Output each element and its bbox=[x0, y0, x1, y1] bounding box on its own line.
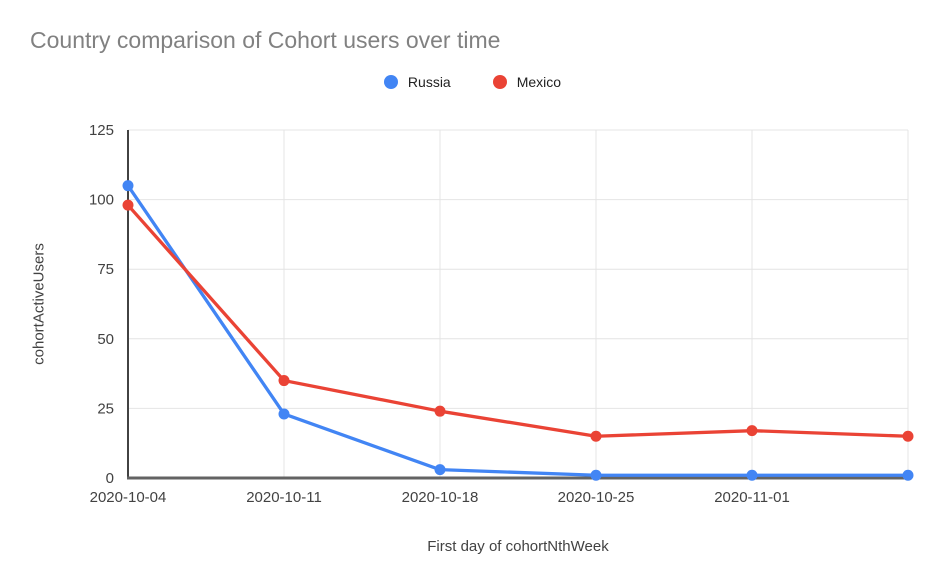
legend-dot-mexico-icon bbox=[492, 75, 507, 89]
x-tick-label: 2020-10-18 bbox=[402, 489, 479, 506]
legend-item-russia[interactable]: Russia bbox=[383, 74, 451, 90]
data-point-mexico[interactable] bbox=[434, 405, 446, 417]
legend-label-mexico: Mexico bbox=[516, 74, 562, 90]
series-line-mexico bbox=[126, 203, 910, 438]
data-point-russia[interactable] bbox=[746, 469, 758, 481]
data-point-russia[interactable] bbox=[434, 464, 446, 476]
chart-legend: Russia Mexico bbox=[0, 74, 945, 90]
x-tick-label: 2020-10-04 bbox=[90, 489, 167, 506]
legend-dot-russia-icon bbox=[383, 75, 398, 89]
chart-title: Country comparison of Cohort users over … bbox=[30, 27, 501, 53]
y-tick-label: 100 bbox=[89, 192, 114, 209]
data-point-russia[interactable] bbox=[278, 408, 290, 420]
x-tick-label: 2020-10-11 bbox=[246, 489, 322, 506]
series-line-russia bbox=[126, 184, 910, 477]
y-tick-label: 75 bbox=[97, 261, 114, 278]
data-point-mexico[interactable] bbox=[278, 375, 290, 387]
y-tick-label: 25 bbox=[97, 400, 114, 417]
data-point-russia[interactable] bbox=[902, 469, 914, 481]
legend-item-mexico[interactable]: Mexico bbox=[492, 74, 562, 90]
y-tick-label: 50 bbox=[97, 331, 114, 348]
legend-label-russia: Russia bbox=[407, 74, 451, 90]
x-tick-label: 2020-10-25 bbox=[558, 489, 635, 506]
y-tick-label: 0 bbox=[106, 470, 114, 487]
data-point-mexico[interactable] bbox=[590, 430, 602, 442]
data-point-mexico[interactable] bbox=[746, 425, 758, 437]
data-point-mexico[interactable] bbox=[122, 199, 134, 211]
x-tick-label: 2020-11-01 bbox=[714, 489, 790, 506]
data-point-russia[interactable] bbox=[122, 180, 134, 192]
data-point-mexico[interactable] bbox=[902, 430, 914, 442]
x-axis-title: First day of cohortNthWeek bbox=[427, 538, 609, 555]
data-point-russia[interactable] bbox=[590, 469, 602, 481]
y-tick-label: 125 bbox=[89, 122, 114, 139]
